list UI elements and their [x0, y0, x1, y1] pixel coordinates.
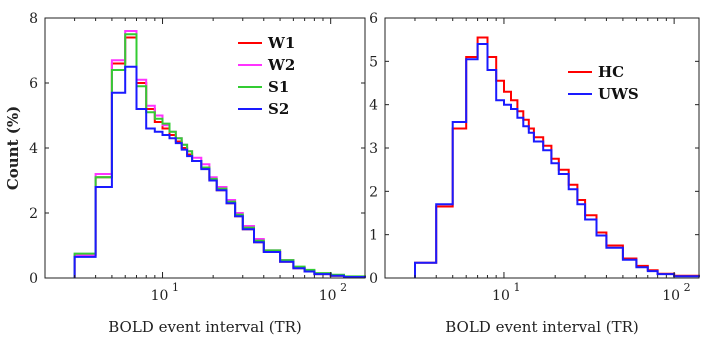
plot-frame	[44, 17, 366, 279]
x-tick-label-exponent: 1	[172, 281, 179, 294]
y-tick-label: 2	[29, 206, 38, 222]
x-axis-label: BOLD event interval (TR)	[108, 318, 302, 336]
y-tick-label: 4	[369, 98, 378, 114]
x-tick-label-exponent: 2	[340, 281, 347, 294]
y-tick-label: 4	[29, 141, 38, 157]
legend-label-w2: W2	[267, 56, 295, 74]
x-axis-label: BOLD event interval (TR)	[445, 318, 639, 336]
legend-label-w1: W1	[267, 34, 295, 52]
series-line-s1	[73, 33, 366, 278]
legend-label-s1: S1	[268, 78, 289, 96]
plot-frame	[384, 17, 700, 279]
x-tick-label: 10	[492, 288, 510, 304]
series-line-w2	[73, 30, 366, 278]
y-tick-label: 1	[369, 228, 378, 244]
y-tick-label: 5	[369, 54, 378, 70]
y-tick-label: 0	[369, 271, 378, 287]
series-line-uws	[414, 43, 700, 278]
x-tick-label: 10	[319, 288, 337, 304]
legend-label-uws: UWS	[598, 85, 639, 103]
series-line-w1	[73, 36, 366, 278]
series-line-hc	[414, 36, 700, 278]
y-tick-label: 0	[29, 271, 38, 287]
x-tick-label: 10	[151, 288, 169, 304]
x-tick-label: 10	[662, 288, 680, 304]
y-tick-label: 6	[369, 11, 378, 27]
y-axis-label: Count (%)	[4, 106, 22, 190]
series-line-s2	[73, 65, 366, 278]
y-tick-label: 3	[369, 141, 378, 157]
x-tick-label-exponent: 1	[513, 281, 520, 294]
legend-label-s2: S2	[268, 100, 289, 118]
x-tick-label-exponent: 2	[684, 281, 691, 294]
y-tick-label: 2	[369, 184, 378, 200]
y-tick-label: 8	[29, 11, 38, 27]
y-tick-label: 6	[29, 76, 38, 92]
legend-label-hc: HC	[598, 63, 624, 81]
